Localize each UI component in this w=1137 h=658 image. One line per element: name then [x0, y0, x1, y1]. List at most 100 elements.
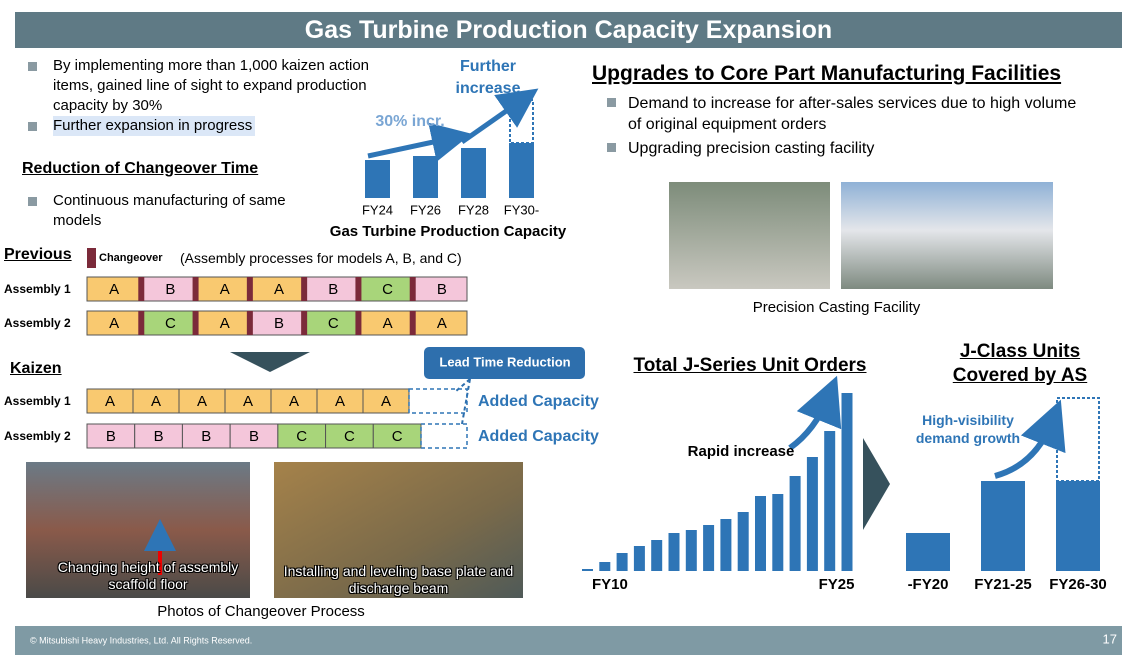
bar [599, 562, 611, 571]
bar [582, 569, 593, 571]
bullet: Upgrading precision casting facility [628, 140, 875, 157]
row-label: Assembly 2 [4, 316, 71, 330]
process-cell [303, 276, 359, 302]
process-cell [229, 423, 279, 449]
arrow [994, 399, 1066, 479]
bullet-marker [607, 143, 616, 152]
row-label: Assembly 1 [4, 394, 71, 408]
cell-label: A [383, 315, 393, 332]
changeover-block [409, 311, 416, 335]
cell-label: B [201, 428, 211, 445]
cell-label: A [243, 393, 253, 410]
cell-label: A [220, 315, 230, 332]
added-capacity-box [408, 388, 468, 414]
x-tick-label: FY21-25 [974, 576, 1032, 593]
changeover-block [301, 311, 308, 335]
page-number: 17 [1103, 631, 1117, 646]
bar [413, 156, 438, 198]
bar [651, 540, 663, 571]
page-title: Gas Turbine Production Capacity Expansio… [304, 16, 833, 44]
x-tick-label: FY25 [819, 576, 855, 593]
further-bar [1056, 397, 1100, 482]
cell-label: A [105, 393, 115, 410]
chart-title: J-Class Units Covered by AS [952, 341, 1088, 386]
changeover-block [355, 277, 362, 301]
added-capacity-box [420, 423, 468, 449]
photo-caption: Changing height of assembly scaffold flo… [57, 559, 239, 592]
cell-label: C [392, 428, 403, 445]
cell-label: A [274, 281, 284, 298]
process-cell [357, 310, 414, 336]
lead-time-label: Lead Time Reduction [439, 354, 570, 369]
arrow [367, 122, 472, 162]
changeover-block [138, 277, 145, 301]
cell-label: C [165, 315, 176, 332]
changeover-block [301, 277, 308, 301]
heading: Reduction of Changeover Time [22, 160, 259, 177]
cell-label: B [165, 281, 175, 298]
section-label: Previous [4, 246, 72, 263]
process-cell [412, 310, 468, 336]
x-tick-label: FY26-30 [1049, 576, 1107, 593]
x-tick-label: FY24 [362, 202, 393, 217]
process-cell [86, 423, 136, 449]
cell-label: C [296, 428, 307, 445]
heading: Upgrades to Core Part Manufacturing Faci… [592, 62, 1062, 85]
section-label: Kaizen [10, 360, 62, 377]
cell-label: A [197, 393, 207, 410]
caption: Photos of Changeover Process [157, 603, 365, 620]
changeover-block [192, 277, 199, 301]
annotation: 30% incr. [375, 113, 444, 130]
bar [824, 431, 836, 571]
cell-label: A [109, 281, 119, 298]
photo [841, 182, 1053, 289]
process-cell [132, 388, 180, 414]
bar [685, 530, 697, 571]
cell-label: A [335, 393, 345, 410]
x-tick-label: FY10 [592, 576, 628, 593]
cell-label: B [328, 281, 338, 298]
further-bar [509, 99, 534, 144]
arrow [460, 88, 539, 145]
caption: Precision Casting Facility [752, 299, 921, 316]
photo [26, 462, 250, 598]
bar [772, 494, 784, 571]
copyright: © Mitsubishi Heavy Industries, Ltd. All … [30, 635, 252, 645]
annotation: Further increase [455, 58, 521, 97]
x-tick-label: FY30- [504, 202, 539, 217]
process-cell [134, 423, 183, 449]
chart-title: Gas Turbine Production Capacity [330, 223, 567, 240]
cell-label: C [328, 315, 339, 332]
changeover-block [409, 277, 416, 301]
cell-label: C [382, 281, 393, 298]
changeover-swatch [87, 248, 96, 268]
bar [461, 148, 486, 198]
bar [668, 533, 680, 571]
changeover-block [355, 311, 362, 335]
row-label: Assembly 2 [4, 429, 71, 443]
annotation: High-visibility demand growth [915, 412, 1021, 446]
bullet: By implementing more than 1,000 kaizen a… [53, 57, 370, 114]
chevron [863, 438, 890, 530]
photo-caption: Installing and leveling base plate and d… [283, 563, 514, 596]
connector [454, 378, 471, 393]
process-cell [412, 276, 468, 302]
bar [906, 533, 950, 571]
bar [789, 476, 801, 571]
footer-bar [15, 626, 1122, 655]
process-cell [316, 388, 364, 414]
cell-label: B [437, 281, 447, 298]
cell-label: B [106, 428, 116, 445]
cell-label: C [344, 428, 355, 445]
changeover-block [246, 277, 253, 301]
photo [669, 182, 830, 289]
bar [755, 496, 766, 571]
added-capacity-label: Added Capacity [478, 428, 599, 445]
note: (Assembly processes for models A, B, and… [180, 250, 462, 266]
chart-title: Total J-Series Unit Orders [633, 355, 867, 376]
process-cell [270, 388, 318, 414]
header-bar [15, 12, 1122, 48]
bullet: Demand to increase for after-sales servi… [628, 95, 1077, 133]
